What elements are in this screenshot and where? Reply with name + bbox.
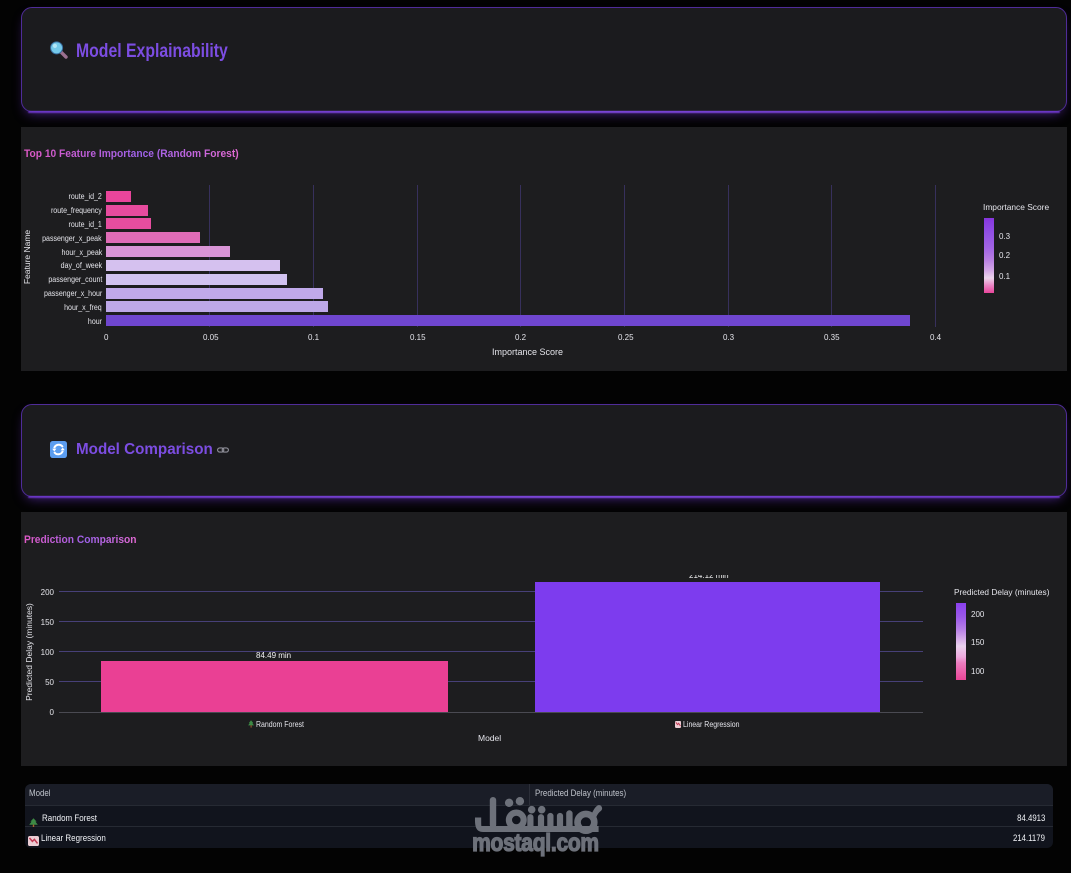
- svg-text:mostaql.com: mostaql.com: [472, 828, 599, 856]
